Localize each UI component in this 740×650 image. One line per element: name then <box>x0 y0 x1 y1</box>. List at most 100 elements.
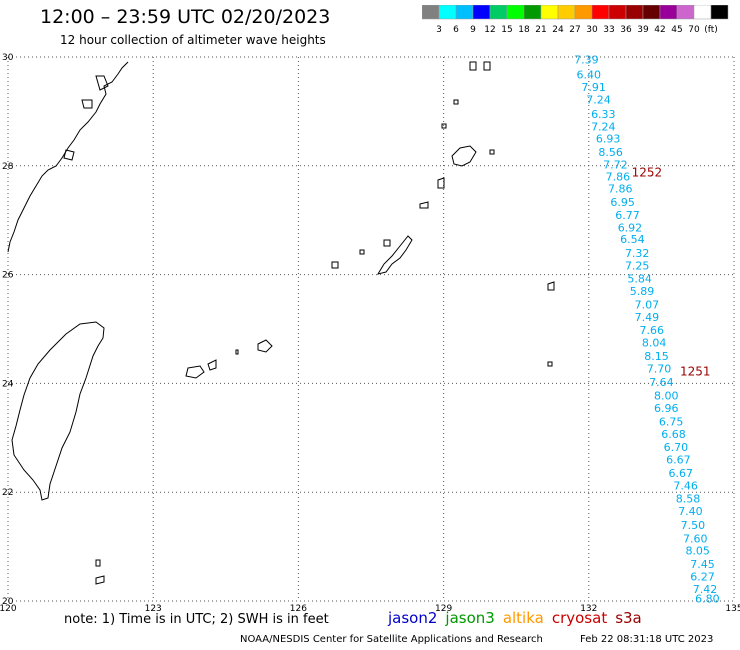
wave-height-value: 6.67 <box>669 467 694 480</box>
color-swatch <box>591 5 610 20</box>
color-scale-label: 36 <box>620 25 632 35</box>
wave-height-value: 7.86 <box>608 183 633 196</box>
wave-height-value: 7.32 <box>625 247 650 260</box>
wave-height-value: 7.24 <box>591 121 616 134</box>
generated-timestamp: Feb 22 08:31:18 UTC 2023 <box>580 634 714 645</box>
color-scale-label: 3 <box>436 25 442 35</box>
wave-height-value: 7.70 <box>647 363 672 376</box>
wave-height-value: 6.33 <box>591 108 616 121</box>
wave-height-value: 6.40 <box>577 68 602 81</box>
lat-tick-label: 24 <box>2 379 14 389</box>
wave-height-value: 7.24 <box>586 93 611 106</box>
ryukyu-island <box>451 145 477 167</box>
lon-tick-label: 129 <box>435 604 452 614</box>
wave-height-value: 7.39 <box>574 54 599 67</box>
wave-height-value: 6.70 <box>664 441 689 454</box>
wave-height-value: 8.58 <box>676 493 701 506</box>
lon-tick-label: 120 <box>0 604 17 614</box>
color-swatch <box>676 5 695 20</box>
taiwan-coastline <box>11 321 105 501</box>
wave-height-value: 7.64 <box>649 376 674 389</box>
color-swatch <box>625 5 644 20</box>
color-scale-legend: 3 6 9 12 15 18 21 24 27 30 33 36 39 42 45 70 (ft) <box>422 5 729 35</box>
map-grid <box>7 56 735 602</box>
color-swatch <box>710 5 729 20</box>
ishigaki-island <box>185 365 205 379</box>
lat-tick-label: 30 <box>2 53 14 63</box>
wave-height-value: 7.60 <box>683 532 708 545</box>
color-swatch <box>455 5 474 20</box>
okinawa-island <box>376 235 413 275</box>
color-swatch <box>422 5 440 20</box>
pass-id-label: 1251 <box>680 364 711 378</box>
lon-tick-label: 132 <box>580 604 597 614</box>
wave-height-value: 7.45 <box>690 558 715 571</box>
color-scale-label: 45 <box>671 25 682 35</box>
wave-height-value: 6.54 <box>620 233 645 246</box>
wave-height-value: 5.84 <box>627 272 652 285</box>
axis-tick-labels: 120 123 126 129 132 135 30 28 26 24 22 20 <box>0 53 740 614</box>
wave-height-value: 6.75 <box>659 415 684 428</box>
color-swatch <box>557 5 576 20</box>
page-title: 12:00 – 23:59 UTC 02/20/2023 <box>40 6 331 28</box>
wave-height-value: 6.77 <box>615 209 640 222</box>
color-swatch <box>608 5 627 20</box>
credits-text: NOAA/NESDIS Center for Satellite Applica… <box>240 634 543 645</box>
wave-height-value: 8.56 <box>598 146 623 159</box>
wave-height-value: 6.68 <box>661 428 686 441</box>
lat-tick-label: 20 <box>2 597 14 607</box>
color-swatch <box>642 5 661 20</box>
wave-height-value: 7.40 <box>678 505 703 518</box>
wave-height-value: 8.00 <box>654 389 679 402</box>
lon-tick-label: 126 <box>290 604 307 614</box>
lat-tick-label: 26 <box>2 271 14 281</box>
miyako-island <box>257 339 273 353</box>
satellite-name-altika: altika <box>502 609 544 627</box>
wave-height-value: 7.25 <box>625 259 650 272</box>
lat-tick-label: 22 <box>2 488 13 498</box>
wave-height-value: 8.15 <box>644 350 669 363</box>
coastlines <box>7 61 555 585</box>
china-coastline <box>7 61 129 253</box>
satellite-name-jason2: jason2 <box>388 609 438 627</box>
color-swatch <box>438 5 457 20</box>
wave-height-value: 6.27 <box>690 571 715 584</box>
wave-height-value: 6.80 <box>695 592 720 605</box>
color-scale-label: 9 <box>470 25 476 35</box>
color-swatch <box>574 5 593 20</box>
lon-tick-label: 135 <box>725 604 740 614</box>
color-scale-label: 18 <box>518 25 530 35</box>
wave-height-value: 6.95 <box>610 196 635 209</box>
wave-height-value: 7.46 <box>673 480 698 493</box>
pass-id-label: 1252 <box>632 165 663 179</box>
wave-height-value: 7.66 <box>639 324 664 337</box>
lon-tick-label: 123 <box>145 604 162 614</box>
color-scale-label: 15 <box>501 25 512 35</box>
wave-height-value: 7.72 <box>603 159 628 172</box>
color-swatch <box>472 5 491 20</box>
color-scale-label: 6 <box>453 25 459 35</box>
satellite-name-s3a: s3a <box>615 609 642 627</box>
color-scale-label: 12 <box>484 25 495 35</box>
lat-tick-label: 28 <box>2 162 14 172</box>
wave-height-value: 6.92 <box>618 221 643 234</box>
wave-height-value: 7.86 <box>606 171 631 184</box>
wave-height-value: 7.91 <box>581 81 606 94</box>
satellite-legend: jason2 jason3 altika cryosat s3a <box>388 609 650 627</box>
color-scale-label: 33 <box>603 25 614 35</box>
wave-height-value: 5.89 <box>630 285 655 298</box>
color-swatch <box>659 5 678 20</box>
color-scale-label: 39 <box>637 25 649 35</box>
satellite-track: 7.396.407.917.246.337.246.938.567.727.86… <box>574 54 720 606</box>
color-swatch <box>489 5 508 20</box>
satellite-name-jason3: jason3 <box>445 609 495 627</box>
wave-height-value: 8.04 <box>642 337 667 350</box>
wave-height-value: 7.07 <box>635 299 660 312</box>
satellite-name-cryosat: cryosat <box>551 609 608 627</box>
color-scale-label: 21 <box>535 25 546 35</box>
color-scale-label: 24 <box>552 25 564 35</box>
color-scale-label: 70 <box>688 25 700 35</box>
color-swatch <box>506 5 525 20</box>
wave-height-value: 6.67 <box>666 454 691 467</box>
